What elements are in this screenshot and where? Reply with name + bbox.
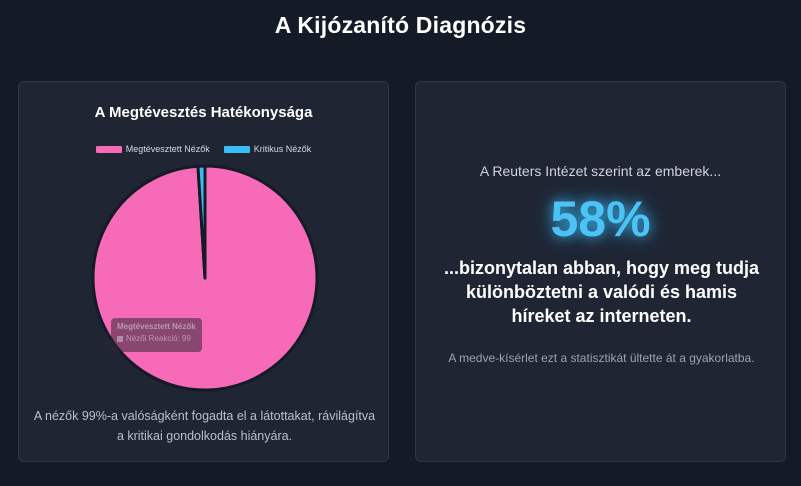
chart-legend: Megtévesztett Nézők Kritikus Nézők: [19, 144, 388, 154]
stat-card: A Reuters Intézet szerint az emberek... …: [415, 81, 786, 462]
tooltip-swatch: [117, 335, 123, 342]
legend-swatch-critical: [223, 145, 250, 153]
legend-label-critical: Kritikus Nézők: [253, 144, 312, 154]
chart-title: A Megtévesztés Hatékonysága: [94, 104, 313, 121]
chart-tooltip: Megtévesztett Nézők Nézői Reakció: 99: [111, 318, 202, 352]
tooltip-title: Megtévesztett Nézők: [117, 322, 196, 331]
pie-chart: [91, 164, 319, 392]
legend-label-deceived: Megtévesztett Nézők: [125, 144, 210, 154]
pie-slice-critical[interactable]: [196, 164, 207, 280]
legend-swatch-deceived: [95, 145, 122, 153]
stat-statement: ...bizonytalan abban, hogy meg tudja kül…: [443, 258, 760, 326]
chart-card: A Megtévesztés Hatékonysága Megtévesztet…: [18, 81, 389, 462]
stat-value: 58%: [550, 191, 651, 247]
legend-item-deceived[interactable]: Megtévesztett Nézők: [95, 144, 210, 154]
page-title: A Kijózanító Diagnózis: [274, 12, 527, 38]
chart-caption: A nézők 99%-a valóságként fogadta el a l…: [33, 409, 376, 443]
stat-intro: A Reuters Intézet szerint az emberek...: [479, 163, 722, 179]
tooltip-value: Nézői Reakció: 99: [126, 334, 191, 343]
legend-item-critical[interactable]: Kritikus Nézők: [223, 144, 312, 154]
stat-note: A medve-kísérlet ezt a statisztikát ülte…: [448, 351, 755, 365]
